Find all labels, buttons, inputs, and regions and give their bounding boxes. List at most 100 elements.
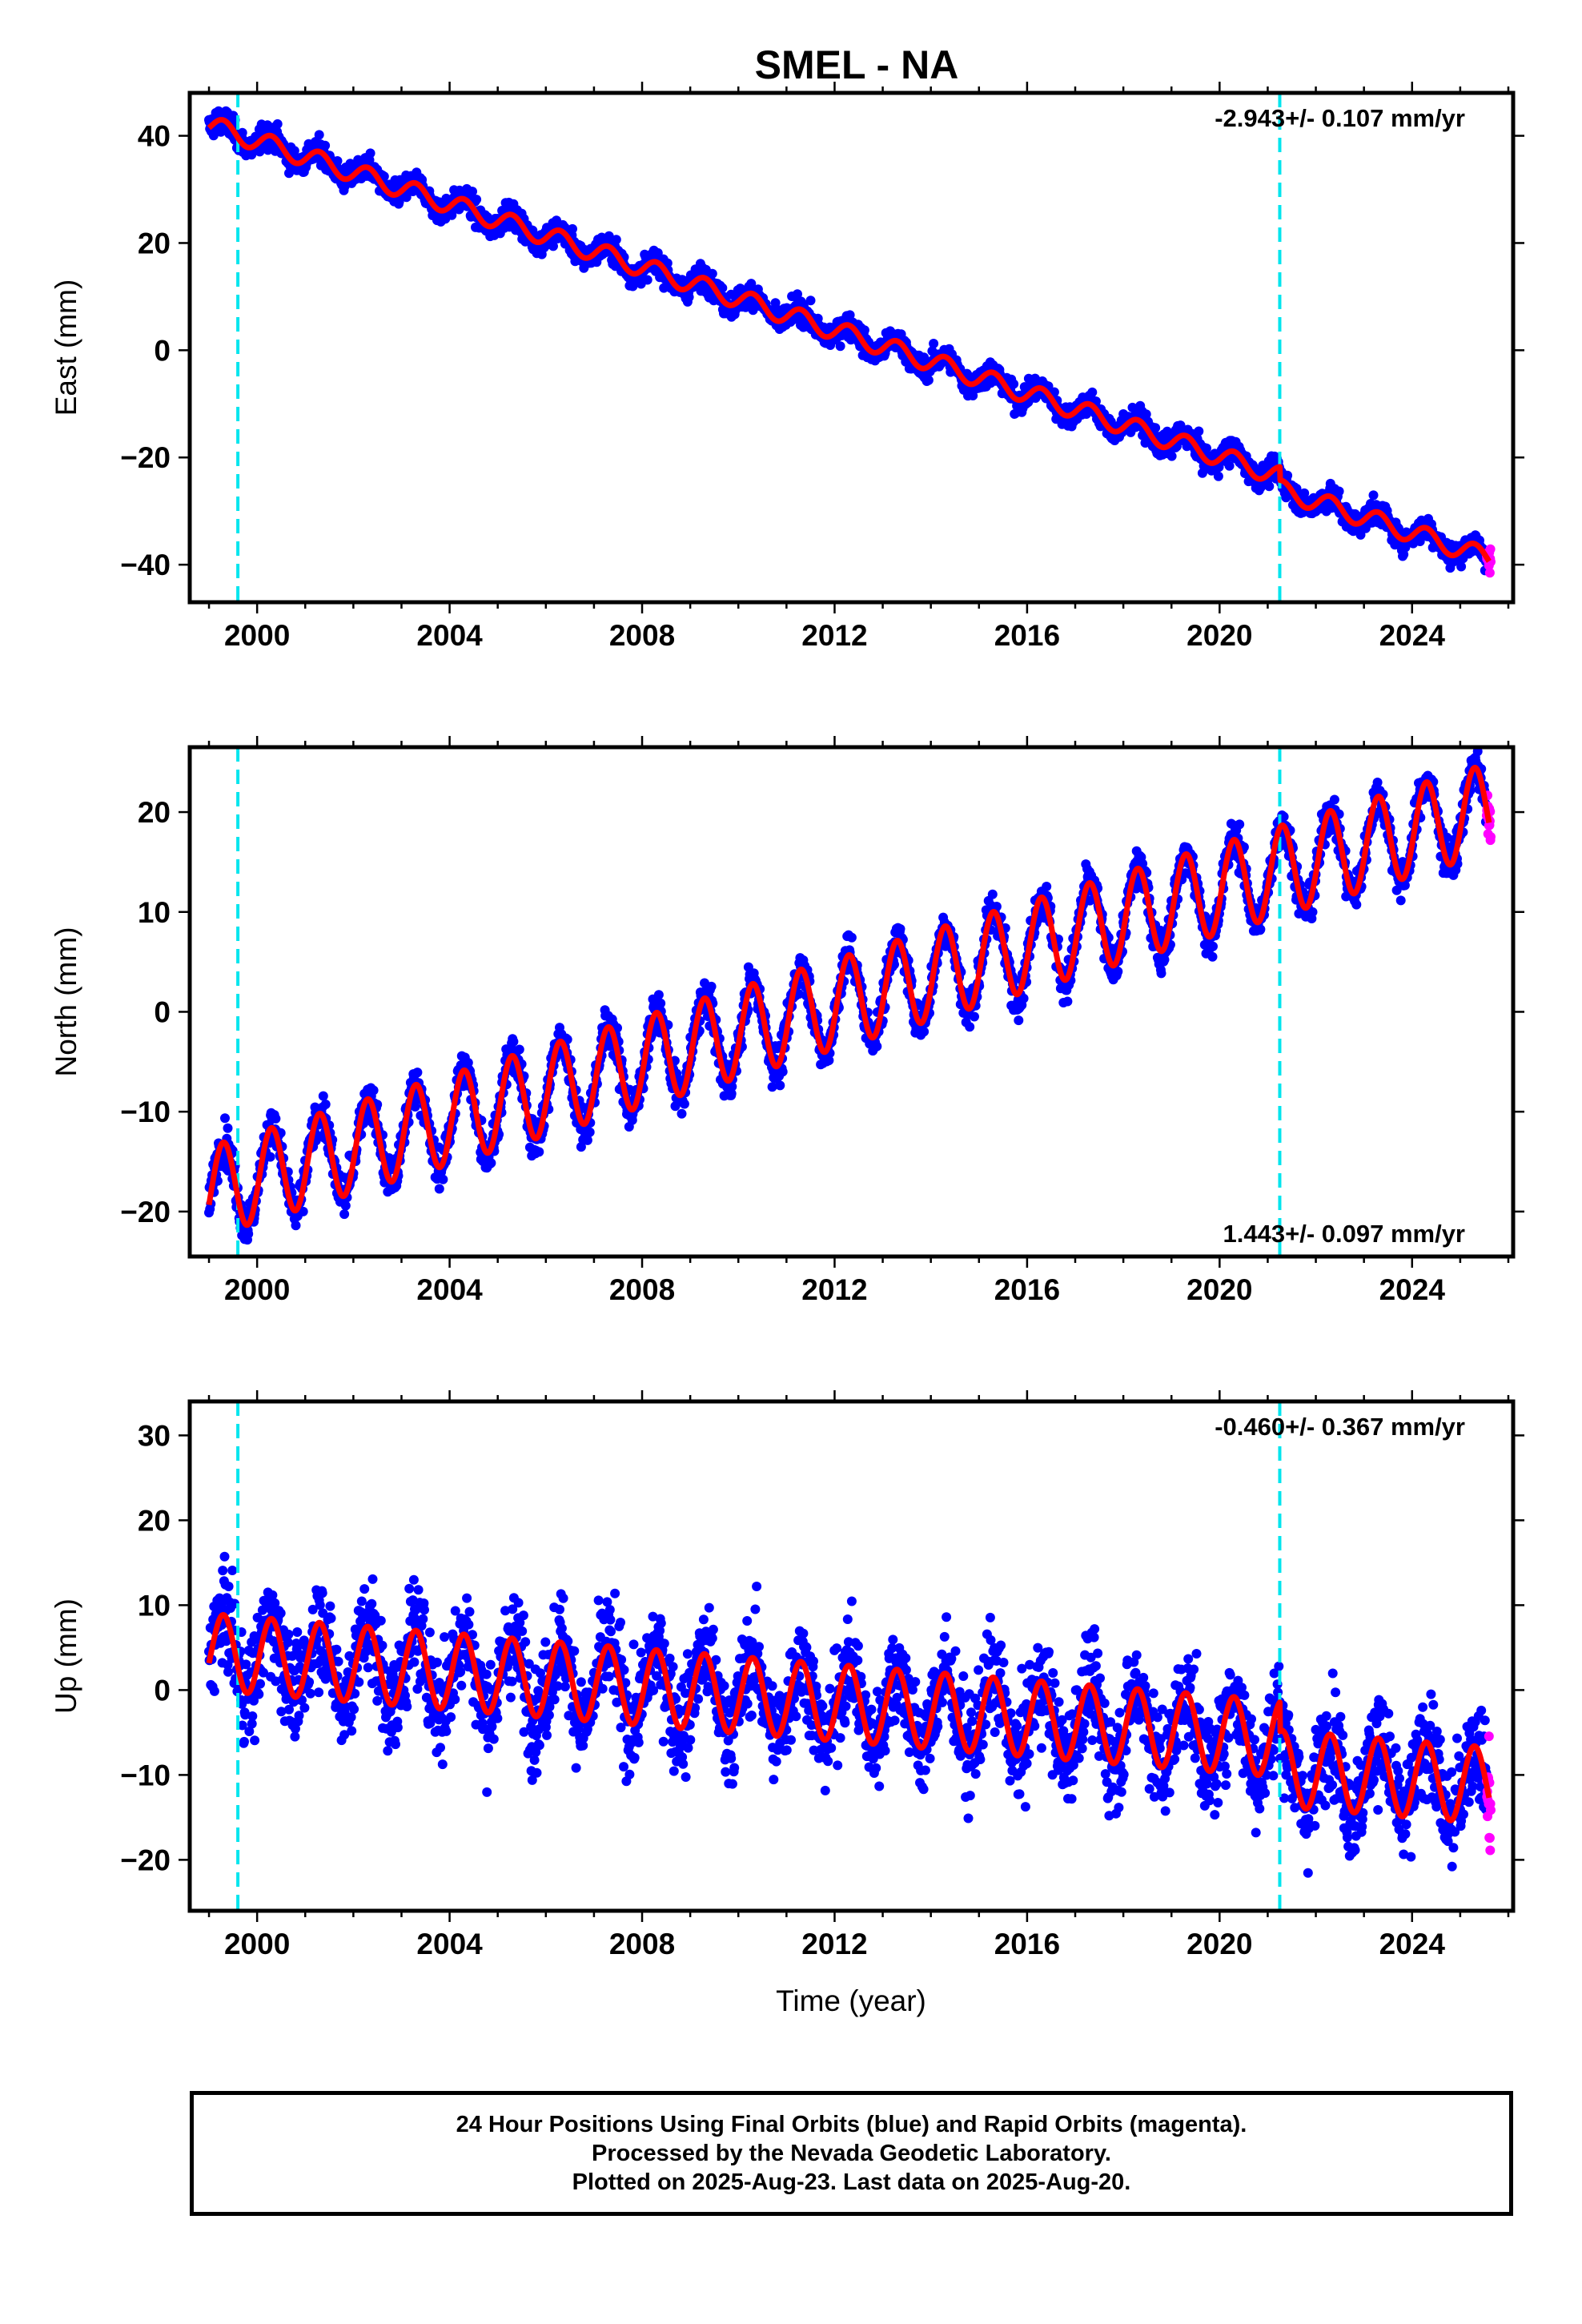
data-point xyxy=(777,1067,788,1077)
plot-area-north xyxy=(204,747,1496,1256)
data-point xyxy=(365,148,375,159)
data-point xyxy=(846,932,857,943)
data-point xyxy=(472,195,482,205)
data-point xyxy=(412,1068,423,1078)
x-tick-label: 2000 xyxy=(224,619,290,652)
rapid-data-point xyxy=(1484,568,1495,578)
data-point xyxy=(237,127,247,138)
data-point xyxy=(339,1209,350,1220)
data-point xyxy=(486,1158,496,1168)
data-point xyxy=(220,1113,230,1124)
data-point xyxy=(401,192,412,203)
data-point xyxy=(340,1200,351,1211)
data-point xyxy=(793,289,802,300)
data-point xyxy=(1042,882,1052,891)
data-point xyxy=(684,292,694,302)
data-point xyxy=(805,296,816,306)
x-tick-label: 2004 xyxy=(416,619,483,652)
data-point xyxy=(746,279,757,289)
data-point xyxy=(813,313,823,324)
y-tick-label: 40 xyxy=(138,120,171,153)
y-tick-label: −40 xyxy=(120,549,171,581)
data-point xyxy=(1213,471,1223,481)
data-point xyxy=(659,283,669,293)
data-point xyxy=(379,171,389,182)
data-point xyxy=(314,130,324,140)
data-point xyxy=(1224,460,1235,471)
y-tick-label: −20 xyxy=(120,441,171,474)
panel-east: 2000 2004 2008 2012 2016 2020 202440200−20−40E… xyxy=(50,82,1524,652)
data-point xyxy=(508,1036,519,1047)
data-point xyxy=(289,146,299,156)
x-tick-label: 2016 xyxy=(994,619,1060,652)
data-point xyxy=(653,990,664,1000)
data-point xyxy=(1009,379,1019,389)
data-point xyxy=(468,187,477,197)
data-point xyxy=(652,247,663,258)
y-axis-label: East (mm) xyxy=(50,279,82,416)
rapid-data-point xyxy=(1485,544,1496,554)
data-point xyxy=(1334,486,1344,497)
data-point xyxy=(1087,387,1098,397)
data-point xyxy=(438,1174,448,1184)
data-point xyxy=(775,1080,785,1091)
data-point xyxy=(447,210,457,220)
y-tick-label: 20 xyxy=(138,227,171,259)
data-point xyxy=(272,119,283,129)
data-point xyxy=(582,1135,592,1145)
data-point xyxy=(1456,561,1467,572)
data-point xyxy=(265,1152,275,1162)
data-point xyxy=(628,281,638,292)
data-point xyxy=(895,924,905,934)
x-tick-label: 2024 xyxy=(1379,619,1446,652)
y-tick-label: 0 xyxy=(154,334,171,367)
data-point xyxy=(291,1220,301,1231)
data-point xyxy=(923,375,934,385)
data-point xyxy=(208,131,219,141)
data-point xyxy=(662,258,673,268)
data-point xyxy=(929,339,939,348)
chart-title: SMEL - NA xyxy=(755,42,959,87)
data-point xyxy=(548,241,558,251)
data-point xyxy=(223,1123,233,1133)
data-point xyxy=(1150,423,1161,433)
data-point xyxy=(919,1027,930,1037)
data-point xyxy=(965,1022,975,1032)
data-point xyxy=(642,275,652,285)
data-point xyxy=(677,1108,687,1119)
data-point xyxy=(1166,451,1177,461)
data-point xyxy=(271,1113,281,1124)
data-point xyxy=(611,235,621,245)
data-point xyxy=(320,140,331,151)
plot-area-east xyxy=(204,93,1496,602)
data-point xyxy=(1264,481,1275,492)
data-point xyxy=(1014,1015,1024,1026)
data-point xyxy=(970,1011,979,1022)
data-point xyxy=(434,1184,444,1194)
data-point xyxy=(568,223,577,234)
data-point xyxy=(707,268,717,279)
velocity-label: -2.943+/- 0.107 mm/yr xyxy=(1215,104,1465,132)
panel-frame xyxy=(187,90,1516,605)
data-point xyxy=(679,1099,689,1109)
data-point xyxy=(1062,996,1073,1007)
data-point xyxy=(534,1147,544,1157)
data-point xyxy=(320,1100,331,1109)
x-tick-label: 2012 xyxy=(801,619,867,652)
data-point xyxy=(584,1127,595,1137)
data-point xyxy=(332,156,343,166)
panel-north: 2000 2004 2008 2012 2016 2020 202420100−10−20N… xyxy=(50,736,1524,1306)
data-point xyxy=(872,1041,882,1051)
data-point xyxy=(1194,426,1204,436)
data-point xyxy=(368,1085,379,1096)
data-point xyxy=(835,341,845,352)
data-point xyxy=(318,1091,328,1101)
data-point xyxy=(987,889,998,899)
data-point xyxy=(859,325,869,336)
data-point xyxy=(394,197,404,207)
data-point xyxy=(1368,490,1379,501)
data-point xyxy=(706,981,717,991)
x-tick-label: 2008 xyxy=(609,619,675,652)
data-point xyxy=(243,1228,254,1239)
